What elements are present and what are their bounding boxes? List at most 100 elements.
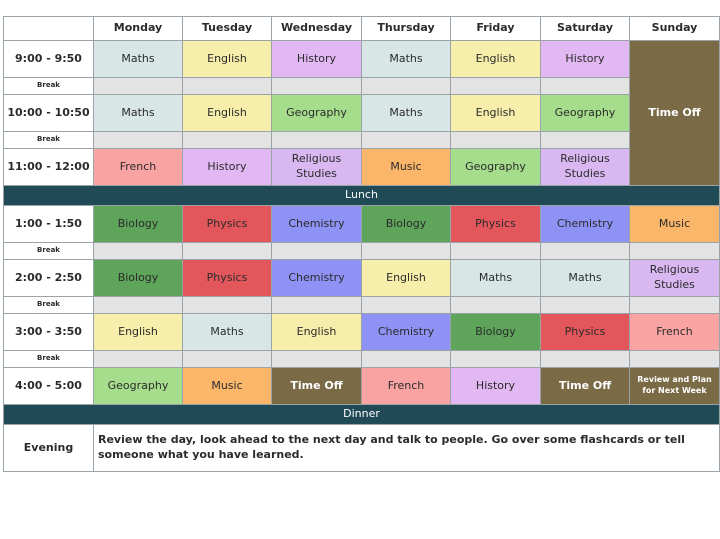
lesson-cell: Time Off [540, 367, 630, 405]
break-cell [450, 77, 541, 95]
lesson-cell: English [361, 259, 451, 297]
break-label: Break [3, 77, 94, 95]
lesson-cell: Geography [450, 148, 541, 186]
break-row: Break [3, 350, 720, 368]
lesson-cell: Music [629, 205, 720, 243]
break-cell [93, 350, 183, 368]
meal-label: Dinner [3, 404, 720, 425]
lesson-cell: English [182, 94, 272, 132]
lesson-cell: Chemistry [361, 313, 451, 351]
break-label: Break [3, 242, 94, 260]
day-header: Saturday [540, 16, 630, 41]
header-row: Monday Tuesday Wednesday Thursday Friday… [3, 16, 720, 41]
day-header: Friday [450, 16, 541, 41]
break-cell [629, 296, 720, 314]
lesson-cell: French [629, 313, 720, 351]
lesson-row: 11:00 - 12:00 French History Religious Stud… [3, 148, 720, 186]
break-label: Break [3, 131, 94, 149]
break-cell [450, 242, 541, 260]
lesson-cell: Biology [93, 205, 183, 243]
lesson-cell: Physics [182, 205, 272, 243]
lesson-cell: Review and Plan for Next Week [629, 367, 720, 405]
lesson-cell: History [450, 367, 541, 405]
meal-divider: Dinner [3, 404, 720, 425]
break-row: Break [3, 242, 720, 260]
lesson-cell: Maths [540, 259, 630, 297]
break-cell [540, 131, 630, 149]
break-cell [450, 350, 541, 368]
break-cell [182, 296, 272, 314]
break-cell [93, 131, 183, 149]
lesson-row: 1:00 - 1:50 Biology Physics Chemistry Biolog… [3, 205, 720, 243]
lesson-cell: French [361, 367, 451, 405]
break-cell [271, 77, 362, 95]
evening-text: Review the day, look ahead to the next d… [93, 424, 720, 472]
lesson-cell: Geography [93, 367, 183, 405]
lesson-row: 9:00 - 9:50 Maths English History Maths Engli… [3, 40, 720, 186]
time-slot: 3:00 - 3:50 [3, 313, 94, 351]
lesson-cell: French [93, 148, 183, 186]
time-slot: 10:00 - 10:50 [3, 94, 94, 132]
break-row: Break [3, 77, 720, 95]
break-cell [93, 242, 183, 260]
break-cell [361, 350, 451, 368]
lesson-row: 3:00 - 3:50 English Maths English Chemistry B… [3, 313, 720, 351]
break-cell [271, 242, 362, 260]
timetable-grid: Monday Tuesday Wednesday Thursday Friday… [3, 16, 720, 472]
lesson-cell: Music [361, 148, 451, 186]
lesson-cell: Biology [361, 205, 451, 243]
break-cell [450, 131, 541, 149]
evening-label: Evening [3, 424, 94, 472]
lesson-cell: Maths [361, 40, 451, 78]
lesson-cell: Biology [93, 259, 183, 297]
lesson-cell: Chemistry [540, 205, 630, 243]
time-slot: 1:00 - 1:50 [3, 205, 94, 243]
break-label: Break [3, 350, 94, 368]
break-cell [182, 242, 272, 260]
sunday-time-off: Time Off [629, 40, 720, 186]
lesson-cell: Physics [540, 313, 630, 351]
lesson-cell: History [271, 40, 362, 78]
lesson-cell: Maths [182, 313, 272, 351]
break-cell [182, 77, 272, 95]
break-cell [361, 296, 451, 314]
lesson-cell: English [271, 313, 362, 351]
break-row: Break [3, 131, 720, 149]
timetable-body: 9:00 - 9:50 Maths English History Maths Engli… [3, 40, 720, 472]
lesson-cell: Geography [271, 94, 362, 132]
time-slot: 4:00 - 5:00 [3, 367, 94, 405]
evening-row: Evening Review the day, look ahead to the… [3, 424, 720, 472]
lesson-cell: Time Off [271, 367, 362, 405]
day-header: Sunday [629, 16, 720, 41]
lesson-cell: History [540, 40, 630, 78]
break-cell [361, 242, 451, 260]
break-cell [93, 77, 183, 95]
break-cell [182, 350, 272, 368]
lesson-row: 10:00 - 10:50 Maths English Geography Maths E… [3, 94, 720, 132]
lesson-cell: Maths [93, 94, 183, 132]
time-slot: 2:00 - 2:50 [3, 259, 94, 297]
lesson-cell: Religious Studies [629, 259, 720, 297]
break-cell [182, 131, 272, 149]
break-cell [629, 242, 720, 260]
timetable: Monday Tuesday Wednesday Thursday Friday… [3, 16, 720, 506]
lesson-cell: English [450, 94, 541, 132]
lesson-cell: Maths [93, 40, 183, 78]
break-row: Break [3, 296, 720, 314]
lesson-cell: English [182, 40, 272, 78]
break-cell [450, 296, 541, 314]
time-slot: 9:00 - 9:50 [3, 40, 94, 78]
lesson-cell: Maths [450, 259, 541, 297]
lesson-cell: Maths [361, 94, 451, 132]
break-cell [93, 296, 183, 314]
lesson-cell: English [450, 40, 541, 78]
lesson-row: 2:00 - 2:50 Biology Physics Chemistry Englis… [3, 259, 720, 297]
day-header: Tuesday [182, 16, 272, 41]
lesson-row: 4:00 - 5:00 Geography Music Time Off French H… [3, 367, 720, 405]
break-label: Break [3, 296, 94, 314]
lesson-cell: Religious Studies [271, 148, 362, 186]
lesson-cell: Physics [450, 205, 541, 243]
time-slot: 11:00 - 12:00 [3, 148, 94, 186]
day-header: Thursday [361, 16, 451, 41]
lesson-cell: Chemistry [271, 259, 362, 297]
